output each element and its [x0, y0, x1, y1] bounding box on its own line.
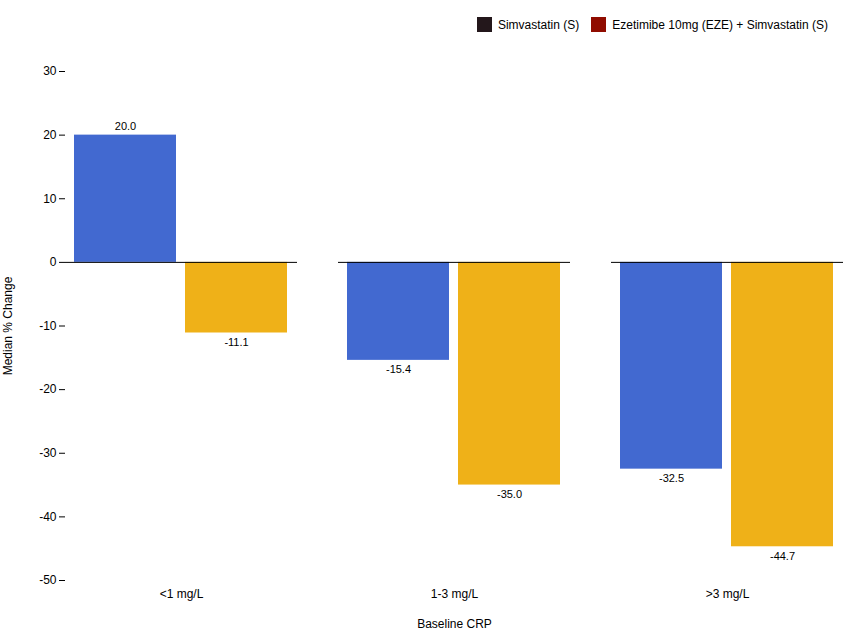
svg-text:0: 0 — [50, 255, 57, 269]
svg-text:-30: -30 — [39, 446, 57, 460]
svg-text:-50: -50 — [39, 573, 57, 587]
svg-text:10: 10 — [43, 192, 57, 206]
svg-text:20.0: 20.0 — [115, 120, 136, 132]
svg-text:>3 mg/L: >3 mg/L — [706, 587, 750, 601]
svg-text:20: 20 — [43, 128, 57, 142]
svg-text:<1 mg/L: <1 mg/L — [160, 587, 204, 601]
svg-text:-10: -10 — [39, 319, 57, 333]
svg-text:-40: -40 — [39, 510, 57, 524]
svg-text:Median % Change: Median % Change — [1, 276, 15, 375]
svg-text:-44.7: -44.7 — [770, 550, 795, 562]
html-text:Simvastatin (S): Simvastatin (S) — [497, 17, 580, 32]
svg-text:30: 30 — [43, 64, 57, 78]
svg-text:1-3 mg/L: 1-3 mg/L — [431, 587, 479, 601]
svg-text:-35.0: -35.0 — [497, 488, 522, 500]
svg-text:-15.4: -15.4 — [386, 363, 411, 375]
svg-text:-20: -20 — [39, 382, 57, 396]
svg-text:-32.5: -32.5 — [659, 472, 684, 484]
html-text:Ezetimibe 10mg (EZE) + Simvast: Ezetimibe 10mg (EZE) + Simvastatin (S) — [612, 17, 828, 32]
svg-text:-11.1: -11.1 — [224, 336, 248, 348]
svg-text:Baseline CRP: Baseline CRP — [417, 617, 492, 631]
